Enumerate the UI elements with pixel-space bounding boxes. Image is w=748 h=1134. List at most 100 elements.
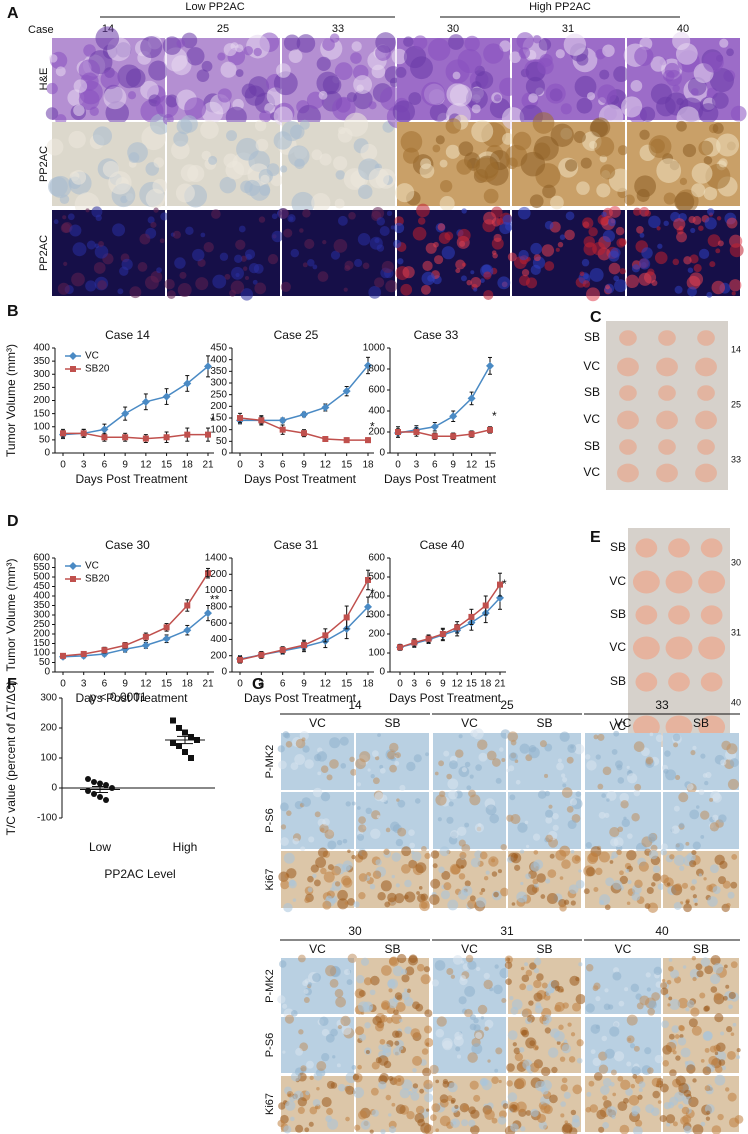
texture [509,1104,518,1113]
texture [362,262,370,270]
texture [443,882,452,891]
texture [354,258,363,268]
texture [89,106,99,116]
texture [364,1022,371,1029]
texture [711,92,729,109]
texture [301,797,312,807]
texture [395,183,415,203]
texture [297,1097,308,1107]
texture [479,891,483,895]
texture [452,955,463,965]
marker [321,403,330,412]
texture [728,1004,733,1010]
texture [428,894,440,905]
texture [455,749,464,758]
texture [297,1106,305,1114]
texture [387,998,398,1009]
marker [482,602,489,609]
texture [353,75,373,94]
texture [148,60,169,81]
texture [375,859,382,866]
x-tick-label: 3 [81,460,87,471]
tumor [668,672,690,692]
x-tick-label: 0 [395,460,401,471]
texture [609,1026,620,1037]
texture [708,1055,719,1066]
texture [435,794,447,806]
texture [673,805,680,812]
x-axis-label: Days Post Treatment [244,472,357,486]
y-tick-label: 100 [33,648,50,659]
texture [691,849,697,856]
texture [634,46,654,66]
texture [525,844,530,849]
texture [687,267,694,273]
texture [656,226,661,231]
texture [576,181,590,195]
texture [613,1021,620,1028]
tumor [617,357,639,377]
texture [394,760,400,766]
y-tick-label: 200 [40,723,57,734]
texture [606,798,610,802]
tumor [695,463,717,483]
texture [403,36,414,47]
texture [727,1092,737,1102]
texture [625,868,630,873]
texture [691,956,697,961]
marker [91,791,97,797]
tumor [698,715,726,739]
texture [615,226,625,236]
texture [578,869,582,873]
x-tick-label: 15 [466,679,478,690]
texture [391,48,408,65]
texture [513,1047,521,1055]
case-label: Case [28,24,54,36]
texture [379,1072,389,1083]
texture [586,760,597,771]
texture [700,1121,706,1127]
marker [322,436,329,442]
texture [359,751,371,763]
texture [499,747,504,752]
texture [406,988,411,993]
texture [668,996,673,1001]
y-tick-label: 200 [210,401,227,412]
texture [345,801,351,807]
texture [284,1014,295,1024]
texture [302,980,309,987]
column-label: VC [615,942,632,956]
texture [597,733,605,741]
texture [625,1088,633,1096]
texture [683,1125,692,1134]
texture [536,973,544,981]
texture [659,1083,669,1093]
texture [334,881,341,887]
texture [703,877,707,881]
texture [519,1047,525,1053]
texture [93,262,106,274]
texture [510,1123,519,1132]
texture [281,120,302,142]
marker [91,779,97,785]
texture [446,773,452,780]
legend-marker [70,366,76,372]
texture [286,1090,294,1098]
texture [259,184,271,196]
texture [626,1061,632,1067]
texture [322,818,330,826]
texture [308,836,315,843]
texture [455,259,466,270]
texture [558,1024,564,1030]
texture [610,855,615,860]
texture [664,62,680,78]
texture [631,813,640,822]
texture [527,1018,532,1022]
texture [404,1026,412,1034]
texture [593,982,601,990]
texture [423,1079,434,1090]
texture [458,889,468,900]
texture [533,850,539,855]
texture [610,1069,617,1076]
texture [545,809,554,818]
